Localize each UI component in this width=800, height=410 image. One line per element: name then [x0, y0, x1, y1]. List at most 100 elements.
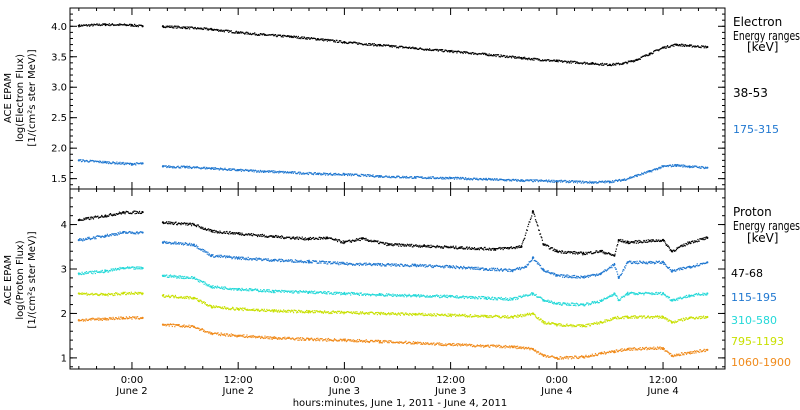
data-dot — [357, 43, 359, 45]
data-dot — [279, 34, 281, 36]
data-dot — [629, 177, 631, 179]
data-dot — [413, 177, 415, 179]
data-dot — [383, 295, 385, 297]
data-dot — [313, 238, 315, 240]
data-dot — [609, 294, 611, 297]
data-dot — [235, 31, 237, 33]
data-dot — [496, 267, 499, 269]
electron-series-175-315 — [77, 159, 709, 184]
data-dot — [668, 246, 670, 248]
data-dot — [272, 33, 274, 36]
data-dot — [345, 263, 347, 265]
data-dot — [206, 285, 208, 287]
data-dot — [100, 24, 102, 26]
data-dot — [304, 36, 306, 39]
data-dot — [202, 249, 205, 251]
data-dot — [651, 52, 653, 55]
data-dot — [532, 256, 534, 258]
data-dot — [604, 182, 606, 184]
data-dot — [394, 294, 396, 296]
data-dot — [678, 44, 681, 46]
data-dot — [115, 24, 117, 26]
data-dot — [641, 56, 643, 58]
data-dot — [387, 263, 389, 265]
data-dot — [312, 174, 315, 176]
data-dot — [611, 63, 614, 66]
data-dot — [400, 177, 402, 179]
data-dot — [502, 55, 504, 57]
data-dot — [566, 62, 568, 64]
data-dot — [89, 271, 91, 273]
data-dot — [632, 292, 634, 294]
data-dot — [680, 268, 682, 270]
data-dot — [655, 260, 657, 262]
data-dot — [333, 41, 335, 43]
data-dot — [224, 167, 226, 169]
data-dot — [115, 233, 117, 235]
data-dot — [518, 267, 520, 270]
data-dot — [116, 24, 119, 26]
data-dot — [94, 236, 96, 238]
data-dot — [353, 263, 355, 266]
data-dot — [103, 271, 105, 274]
data-dot — [393, 263, 395, 265]
data-dot — [606, 297, 608, 299]
data-dot — [635, 293, 638, 295]
data-dot — [300, 172, 302, 174]
data-dot — [526, 229, 528, 231]
data-dot — [476, 248, 478, 250]
data-dot — [642, 292, 644, 294]
data-dot — [165, 242, 167, 245]
data-dot — [201, 280, 203, 282]
data-dot — [226, 288, 228, 290]
data-dot — [88, 236, 90, 238]
data-dot — [656, 240, 658, 242]
data-dot — [315, 292, 317, 294]
data-dot — [455, 247, 458, 249]
data-dot — [363, 175, 365, 177]
data-dot — [694, 266, 696, 268]
electron-series-layer — [77, 23, 709, 184]
data-dot — [540, 179, 542, 181]
data-dot — [347, 240, 349, 242]
data-dot — [509, 179, 511, 181]
data-dot — [477, 298, 479, 300]
data-dot — [396, 264, 398, 266]
data-dot — [497, 54, 500, 56]
data-dot — [481, 295, 483, 298]
data-dot — [213, 256, 215, 258]
data-dot — [618, 179, 620, 181]
data-dot — [340, 240, 342, 243]
data-dot — [87, 236, 89, 239]
data-dot — [455, 176, 457, 178]
data-dot — [113, 24, 115, 26]
data-dot — [230, 288, 232, 290]
data-point — [122, 231, 125, 234]
data-dot — [260, 258, 262, 260]
data-dot — [526, 57, 528, 60]
data-dot — [684, 267, 686, 269]
data-dot — [268, 291, 270, 293]
data-dot — [443, 294, 446, 296]
data-dot — [577, 251, 580, 254]
data-dot — [432, 265, 434, 267]
data-dot — [528, 180, 530, 182]
data-dot — [340, 263, 342, 265]
data-dot — [622, 240, 624, 242]
data-dot — [295, 36, 297, 38]
data-dot — [107, 235, 109, 237]
data-dot — [244, 169, 246, 171]
data-dot — [597, 182, 599, 184]
data-dot — [223, 231, 225, 233]
data-dot — [278, 34, 280, 37]
data-dot — [371, 294, 373, 296]
data-dot — [553, 274, 555, 276]
data-dot — [606, 253, 609, 255]
data-dot — [175, 27, 177, 29]
data-dot — [218, 286, 220, 289]
data-dot — [316, 173, 318, 175]
data-dot — [227, 255, 229, 257]
data-dot — [284, 260, 286, 262]
data-dot — [697, 294, 699, 296]
data-dot — [423, 264, 425, 266]
